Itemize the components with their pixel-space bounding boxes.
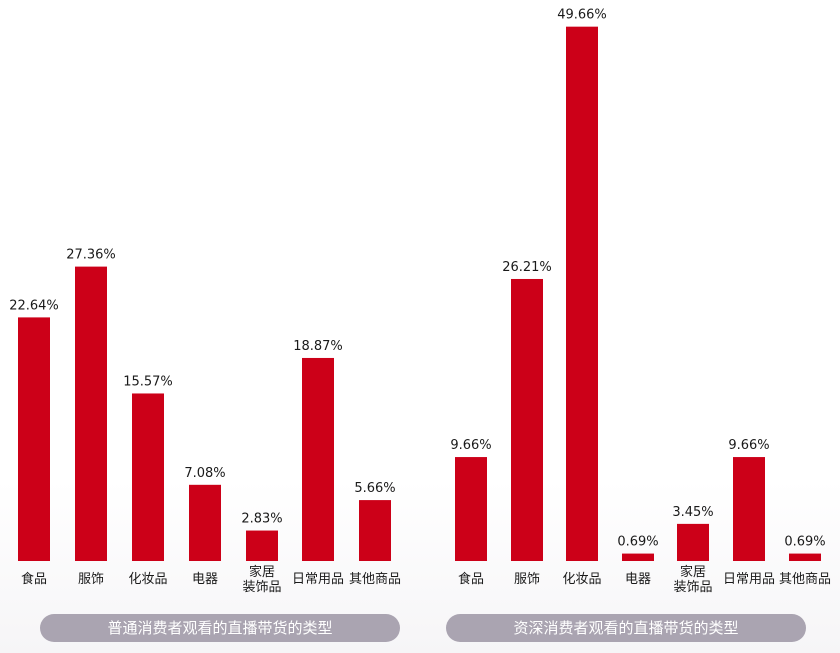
bar bbox=[359, 500, 391, 561]
chart-title-ordinary-consumers: 普通消费者观看的直播带货的类型 bbox=[40, 614, 400, 642]
category-label: 化妆品 bbox=[562, 572, 601, 587]
value-label: 0.69% bbox=[617, 535, 658, 550]
value-label: 26.21% bbox=[502, 260, 552, 275]
bar bbox=[733, 457, 765, 561]
category-label: 电器 bbox=[625, 572, 651, 587]
category-label: 日常用品 bbox=[292, 572, 344, 587]
value-label: 7.08% bbox=[184, 466, 225, 481]
bar bbox=[246, 530, 278, 561]
value-label: 49.66% bbox=[557, 8, 607, 23]
bar bbox=[75, 266, 107, 561]
value-label: 2.83% bbox=[241, 512, 282, 527]
chart-title-experienced-consumers: 资深消费者观看的直播带货的类型 bbox=[446, 614, 806, 642]
category-label: 日常用品 bbox=[723, 572, 775, 587]
category-label: 其他商品 bbox=[349, 572, 401, 587]
bar bbox=[622, 553, 654, 561]
category-label: 服饰 bbox=[78, 572, 104, 587]
bar bbox=[302, 357, 334, 561]
category-label: 化妆品 bbox=[128, 572, 167, 587]
value-label: 5.66% bbox=[354, 481, 395, 496]
bar bbox=[789, 553, 821, 561]
category-label: 电器 bbox=[192, 572, 218, 587]
value-label: 22.64% bbox=[9, 298, 59, 313]
category-label: 服饰 bbox=[514, 572, 540, 587]
value-label: 15.57% bbox=[123, 374, 173, 389]
chart-panel-2: 9.66% 食品 26.21% 服饰 49.66% 化妆品 0.69% 电器 3.45% 家居装饰… bbox=[450, 8, 831, 595]
category-label: 家居装饰品 bbox=[242, 564, 281, 595]
value-label: 18.87% bbox=[293, 339, 343, 354]
bar bbox=[189, 484, 221, 561]
category-label: 其他商品 bbox=[779, 572, 831, 587]
bar bbox=[511, 278, 543, 561]
chart-panel-1: 22.64% 食品 27.36% 服饰 15.57% 化妆品 7.08% 电器 2.83% 家居装… bbox=[9, 248, 401, 595]
value-label: 9.66% bbox=[728, 438, 769, 453]
category-label: 家居装饰品 bbox=[673, 564, 712, 595]
value-label: 9.66% bbox=[450, 438, 491, 453]
category-label: 食品 bbox=[21, 571, 47, 587]
value-label: 3.45% bbox=[672, 505, 713, 520]
value-label: 0.69% bbox=[784, 535, 825, 550]
bar bbox=[132, 393, 164, 561]
bar bbox=[455, 457, 487, 561]
category-label: 食品 bbox=[458, 571, 484, 587]
bar bbox=[677, 523, 709, 561]
value-label: 27.36% bbox=[66, 248, 116, 263]
bar bbox=[18, 317, 50, 561]
bar bbox=[566, 26, 598, 562]
